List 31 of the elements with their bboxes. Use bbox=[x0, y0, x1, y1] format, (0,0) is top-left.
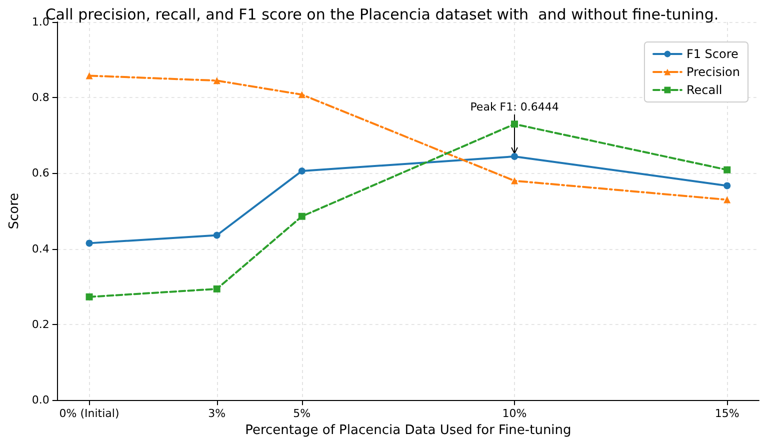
y-tick-label: 0.6 bbox=[32, 166, 50, 180]
point bbox=[86, 72, 93, 80]
point bbox=[86, 240, 93, 247]
point bbox=[511, 120, 518, 128]
legend-label: Recall bbox=[686, 83, 722, 97]
x-tick-label: 10% bbox=[502, 407, 527, 420]
y-tick-label: 0.4 bbox=[32, 242, 50, 256]
point bbox=[724, 166, 731, 174]
x-tick-label: 15% bbox=[714, 407, 740, 420]
x-tick-label: 5% bbox=[293, 407, 311, 420]
point bbox=[511, 152, 518, 160]
legend-label: Precision bbox=[686, 65, 740, 79]
x-tick-label: 0% (Initial) bbox=[59, 407, 120, 420]
point bbox=[298, 91, 306, 98]
x-tick-label: 3% bbox=[208, 407, 226, 420]
point bbox=[298, 212, 306, 220]
point bbox=[213, 285, 220, 292]
point bbox=[298, 167, 306, 174]
legend-label: F1 Score bbox=[686, 47, 738, 61]
point bbox=[213, 77, 220, 84]
y-tick-label: 0.2 bbox=[32, 318, 50, 331]
y-tick-label: 0.8 bbox=[32, 91, 50, 104]
point bbox=[213, 232, 220, 239]
point bbox=[724, 182, 731, 190]
point bbox=[511, 177, 518, 184]
y-axis-title: Score bbox=[7, 192, 22, 230]
point bbox=[724, 196, 731, 204]
point bbox=[86, 293, 93, 300]
x-axis-title: Percentage of Placencia Data Used for Fine-tuning bbox=[245, 423, 572, 438]
annotation: Peak F1: 0.6444 bbox=[470, 100, 559, 114]
y-tick-label: 0.0 bbox=[32, 394, 50, 407]
